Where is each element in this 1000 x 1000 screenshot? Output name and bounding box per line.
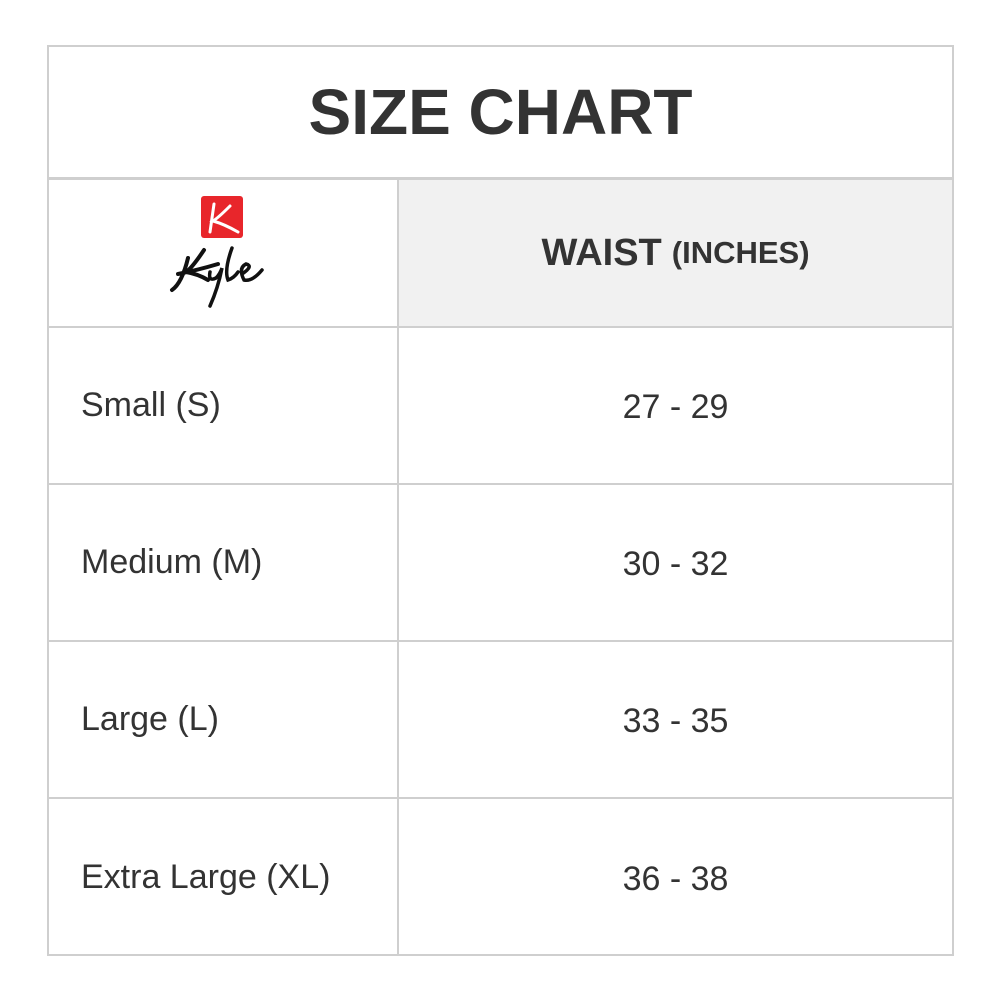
kyle-logo xyxy=(170,196,264,308)
table-row: Large (L) 33 - 35 xyxy=(49,642,952,799)
waist-cell: 27 - 29 xyxy=(622,388,729,426)
table-row: Medium (M) 30 - 32 xyxy=(49,485,952,642)
table-row: Small (S) 27 - 29 xyxy=(49,328,952,485)
unit-label: (INCHES) xyxy=(671,235,810,270)
logo-cell xyxy=(49,180,399,326)
size-cell: Extra Large (XL) xyxy=(49,799,399,956)
waist-label: WAIST xyxy=(541,231,662,274)
table-row: Extra Large (XL) 36 - 38 xyxy=(49,799,952,956)
size-chart-table: SIZE CHART WAIST (INCHES) Small (S) 27 -… xyxy=(47,45,954,956)
waist-cell: 36 - 38 xyxy=(622,860,729,898)
waist-header: WAIST (INCHES) xyxy=(399,180,952,326)
waist-cell: 30 - 32 xyxy=(622,545,729,583)
size-cell: Small (S) xyxy=(49,328,399,483)
waist-cell: 33 - 35 xyxy=(622,702,729,740)
size-cell: Medium (M) xyxy=(49,485,399,640)
size-cell: Large (L) xyxy=(49,642,399,797)
page-title: SIZE CHART xyxy=(49,47,952,180)
header-row: WAIST (INCHES) xyxy=(49,180,952,328)
